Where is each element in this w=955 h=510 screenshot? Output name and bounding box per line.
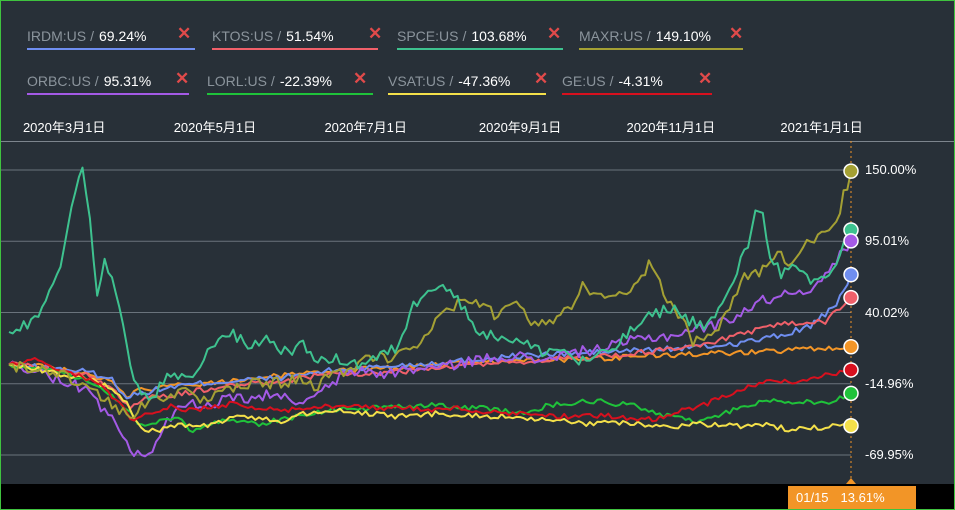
x-tick-label: 2020年7月1日 [324, 120, 407, 135]
legend-tag[interactable]: MAXR:US/149.10% ✕ [579, 23, 744, 50]
legend-percent: 103.68% [471, 28, 527, 44]
legend-symbol: GE:US [562, 73, 606, 89]
legend-percent: -22.39% [279, 73, 332, 89]
end-marker-maxr-us[interactable] [843, 163, 859, 179]
y-tick-label: -69.95% [865, 447, 914, 462]
series-line-spce-us[interactable] [8, 166, 852, 401]
legend-separator: / [277, 28, 282, 44]
legend-underline [579, 48, 743, 50]
legend-symbol: KTOS:US [212, 28, 274, 44]
series-line-cursor-series[interactable] [8, 344, 852, 399]
cursor-value: 13.61% [840, 490, 885, 505]
remove-series-icon[interactable]: ✕ [368, 24, 383, 43]
legend-symbol: VSAT:US [388, 73, 446, 89]
legend-percent: -47.36% [458, 73, 511, 89]
legend-percent: 95.31% [103, 73, 152, 89]
end-marker-ktos-us[interactable] [843, 289, 859, 306]
y-tick-label: 40.02% [865, 304, 910, 320]
axis-top-line [1, 141, 954, 142]
legend-underline [562, 93, 712, 95]
legend-separator: / [449, 73, 454, 89]
legend-separator: / [94, 73, 99, 89]
end-marker-cursor-series[interactable] [843, 338, 859, 355]
legend-percent: -4.31% [618, 73, 663, 89]
legend-symbol: IRDM:US [27, 28, 87, 44]
end-marker-vsat-us[interactable] [843, 417, 859, 434]
legend-tag[interactable]: ORBC:US/95.31% ✕ [27, 68, 190, 95]
series-line-irdm-us[interactable] [8, 274, 852, 400]
legend-tag[interactable]: IRDM:US/69.24% ✕ [27, 23, 195, 50]
plot-area[interactable] [1, 1, 954, 484]
x-tick-label: 2020年5月1日 [173, 120, 257, 135]
series-line-ge-us[interactable] [8, 357, 852, 423]
end-marker-ge-us[interactable] [843, 362, 859, 378]
legend-underline [27, 48, 195, 50]
legend-symbol: LORL:US [207, 73, 267, 89]
end-marker-lorl-us[interactable] [843, 385, 859, 402]
series-line-orbc-us[interactable] [8, 240, 852, 458]
y-tick-label: 95.01% [865, 233, 910, 249]
legend-separator: / [609, 73, 614, 89]
series-line-ktos-us[interactable] [8, 296, 852, 410]
legend-percent: 69.24% [99, 28, 147, 44]
x-tick-label: 2020年11月1日 [626, 120, 716, 135]
legend: IRDM:US/69.24% ✕ KTOS:US/51.54% ✕ SPCE:US/10… [1, 1, 954, 109]
x-tick-label: 2020年9月1日 [478, 120, 562, 135]
legend-symbol: MAXR:US [579, 28, 643, 44]
y-tick-label: 150.00% [865, 162, 917, 177]
legend-tag[interactable]: SPCE:US/103.68% ✕ [397, 23, 563, 50]
legend-tag[interactable]: GE:US / -4.31% ✕ [562, 68, 713, 95]
legend-tag[interactable]: KTOS:US/51.54% ✕ [212, 23, 382, 50]
cursor-date: 01/15 [796, 490, 829, 505]
legend-tag[interactable]: VSAT:US / -47.36% ✕ [388, 68, 549, 95]
legend-underline [388, 93, 546, 95]
x-tick-label: 2020年3月1日 [22, 120, 106, 135]
legend-underline [207, 93, 373, 95]
y-tick-label: -14.96% [865, 375, 914, 391]
legend-underline [397, 48, 563, 50]
legend-percent: 51.54% [286, 28, 334, 44]
remove-series-icon[interactable]: ✕ [177, 24, 192, 43]
remove-series-icon[interactable]: ✕ [729, 24, 744, 43]
legend-separator: / [462, 28, 467, 44]
series-line-lorl-us[interactable] [8, 363, 852, 434]
x-tick-label: 2021年1月1日 [780, 120, 863, 135]
legend-symbol: SPCE:US [397, 28, 459, 44]
legend-symbol: ORBC:US [27, 73, 91, 89]
legend-underline [27, 93, 189, 95]
legend-tag[interactable]: LORL:US / -22.39% ✕ [207, 68, 373, 95]
end-marker-irdm-us[interactable] [843, 266, 859, 283]
remove-series-icon[interactable]: ✕ [547, 24, 562, 43]
legend-underline [212, 48, 378, 50]
remove-series-icon[interactable]: ✕ [353, 69, 368, 88]
legend-separator: / [270, 73, 275, 89]
cursor-pointer [846, 478, 856, 484]
legend-percent: 149.10% [655, 28, 711, 44]
series-line-vsat-us[interactable] [8, 363, 852, 433]
remove-series-icon[interactable]: ✕ [534, 69, 549, 88]
remove-series-icon[interactable]: ✕ [698, 69, 713, 88]
legend-separator: / [90, 28, 95, 44]
end-marker-orbc-us[interactable] [843, 233, 859, 249]
legend-separator: / [646, 28, 651, 44]
remove-series-icon[interactable]: ✕ [175, 69, 190, 88]
cursor-readout: 01/15 13.61% [788, 486, 916, 509]
